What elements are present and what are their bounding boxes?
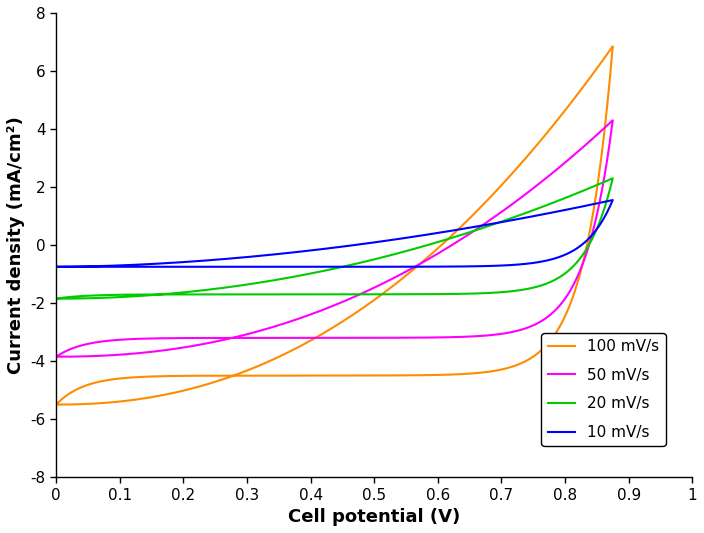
Line: 10 mV/s: 10 mV/s [56, 200, 612, 267]
Line: 100 mV/s: 100 mV/s [56, 46, 612, 405]
Y-axis label: Current density (mA/cm²): Current density (mA/cm²) [7, 116, 25, 374]
20 mV/s [596, 219, 604, 225]
100 mV/s [608, 43, 617, 50]
50 mV/s [73, 353, 81, 360]
20 mV/s [52, 295, 61, 302]
10 mV/s [123, 264, 132, 270]
50 mV/s [596, 199, 604, 206]
100 mV/s [52, 401, 61, 408]
100 mV/s [251, 364, 260, 370]
10 mV/s [596, 222, 604, 229]
50 mV/s [52, 353, 61, 360]
20 mV/s [73, 295, 81, 302]
100 mV/s [555, 114, 564, 120]
50 mV/s [608, 117, 617, 124]
10 mV/s [251, 253, 260, 260]
20 mV/s [608, 175, 617, 182]
50 mV/s [52, 353, 61, 360]
10 mV/s [398, 263, 406, 270]
100 mV/s [398, 372, 406, 378]
100 mV/s [52, 401, 61, 408]
50 mV/s [251, 329, 260, 335]
20 mV/s [555, 197, 564, 203]
50 mV/s [398, 335, 406, 341]
Legend: 100 mV/s, 50 mV/s, 20 mV/s, 10 mV/s: 100 mV/s, 50 mV/s, 20 mV/s, 10 mV/s [541, 333, 665, 446]
100 mV/s [596, 168, 604, 174]
10 mV/s [52, 264, 61, 270]
Line: 20 mV/s: 20 mV/s [56, 179, 612, 298]
10 mV/s [52, 264, 61, 270]
20 mV/s [398, 291, 406, 297]
20 mV/s [52, 295, 61, 302]
100 mV/s [123, 375, 132, 381]
10 mV/s [73, 263, 81, 270]
100 mV/s [73, 401, 81, 408]
50 mV/s [555, 164, 564, 170]
10 mV/s [555, 208, 564, 214]
X-axis label: Cell potential (V): Cell potential (V) [288, 508, 460, 526]
50 mV/s [123, 336, 132, 343]
Line: 50 mV/s: 50 mV/s [56, 120, 612, 357]
10 mV/s [608, 197, 617, 203]
20 mV/s [123, 292, 132, 298]
20 mV/s [251, 280, 260, 286]
